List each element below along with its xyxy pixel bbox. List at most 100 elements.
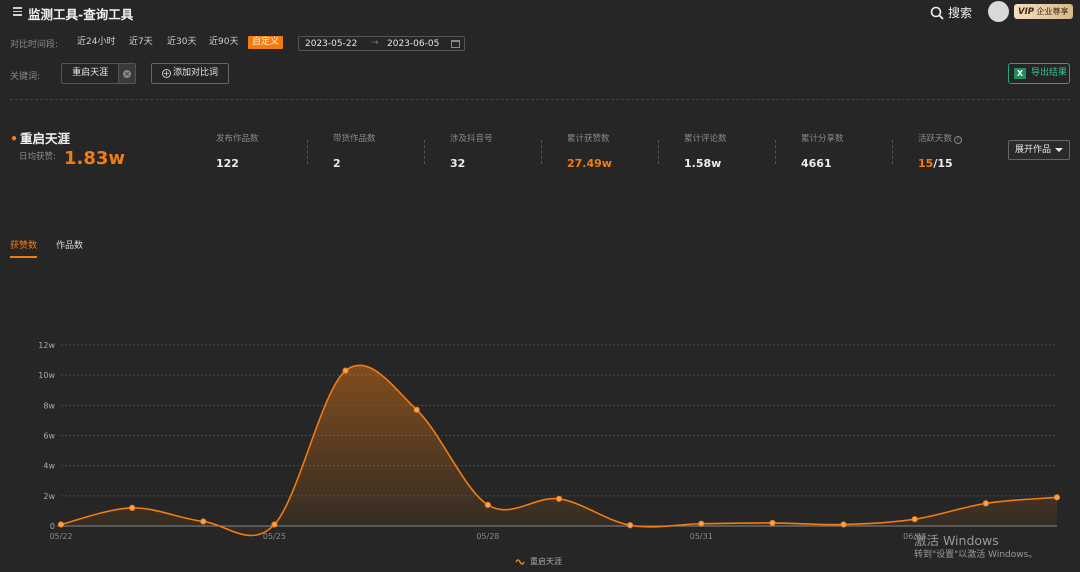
- stat-separator: [424, 140, 425, 164]
- caret-down-icon: [1055, 148, 1063, 152]
- x-tick-label: 05/25: [263, 532, 286, 541]
- stat-total-comments: 累计评论数 1.58w: [684, 132, 727, 170]
- y-tick-label: 8w: [43, 401, 55, 410]
- vip-badge-prefix: VIP: [1018, 7, 1034, 17]
- daily-likes-value: 1.83w: [64, 148, 126, 169]
- data-point: [342, 367, 349, 374]
- data-point: [484, 501, 491, 508]
- data-point: [271, 521, 278, 528]
- stat-label: 涉及抖音号: [450, 134, 493, 144]
- add-compare-label: 添加对比词: [173, 68, 219, 78]
- data-point: [57, 521, 65, 528]
- x-tick-label: 05/22: [49, 532, 72, 541]
- y-tick-label: 0: [50, 522, 55, 531]
- stat-value: 122: [216, 157, 239, 170]
- stat-active-days: 活跃天数? 15/15: [918, 132, 963, 170]
- stat-separator: [892, 140, 893, 164]
- data-point: [129, 504, 136, 511]
- menu-icon[interactable]: [13, 7, 22, 16]
- data-point: [1053, 494, 1061, 501]
- stat-value: 4661: [801, 157, 832, 170]
- stat-separator: [307, 140, 308, 164]
- y-tick-label: 10w: [38, 371, 55, 380]
- y-tick-label: 2w: [43, 492, 55, 501]
- top-bar: 监测工具-查询工具 搜索 VIP 企业尊享: [0, 0, 1080, 26]
- stat-label: 带货作品数: [333, 134, 376, 144]
- likes-trend-chart: 0 2w 4w 6w 8w 10w 12w 05/22 05/25 05/28 05/31 06/03…: [38, 341, 1061, 566]
- stat-label-text: 活跃天数: [918, 134, 953, 144]
- plus-circle-icon: +: [162, 69, 171, 78]
- stat-label: 累计获赞数: [567, 134, 610, 144]
- period-option-24h[interactable]: 近24小时: [77, 37, 116, 47]
- stat-value: 27.49w: [567, 157, 612, 170]
- total-days-value: /15: [933, 157, 953, 170]
- y-tick-label: 6w: [43, 432, 55, 441]
- search-button[interactable]: 搜索: [930, 4, 972, 21]
- period-filter-row: 对比时间段: 近24小时 近7天 近30天 近90天 自定义 2023-05-2…: [0, 36, 1080, 52]
- stat-label: 累计评论数: [684, 134, 727, 144]
- stat-label: 活跃天数?: [918, 132, 963, 144]
- keyword-title: • 重启天涯: [10, 128, 70, 147]
- export-button[interactable]: X 导出结果: [1008, 63, 1070, 84]
- avatar[interactable]: [988, 1, 1009, 22]
- stat-separator: [775, 140, 776, 164]
- active-days-value: 15: [918, 157, 934, 170]
- x-tick-label: 05/31: [690, 532, 713, 541]
- daily-likes-label: 日均获赞:: [19, 152, 56, 162]
- data-point: [413, 406, 420, 413]
- calendar-icon: [451, 40, 460, 48]
- expand-works-button[interactable]: 展开作品: [1008, 140, 1070, 160]
- expand-works-label: 展开作品: [1015, 145, 1052, 155]
- period-label: 对比时间段:: [10, 40, 59, 50]
- keyword-text: 重启天涯: [72, 68, 109, 78]
- stat-value: 2: [333, 157, 341, 170]
- remove-keyword-button[interactable]: ×: [118, 64, 135, 83]
- stat-label: 发布作品数: [216, 134, 259, 144]
- keyword-label: 关键词:: [10, 72, 41, 82]
- stat-total-likes: 累计获赞数 27.49w: [567, 132, 612, 170]
- stat-total-shares: 累计分享数 4661: [801, 132, 844, 170]
- series-line: [60, 364, 1058, 537]
- period-option-custom[interactable]: 自定义: [248, 36, 284, 49]
- data-point: [200, 518, 207, 525]
- data-point: [840, 521, 847, 528]
- period-option-90d[interactable]: 近90天: [209, 37, 239, 47]
- legend-label: 重启天涯: [530, 556, 562, 566]
- excel-icon: X: [1014, 68, 1026, 79]
- date-start: 2023-05-22: [305, 39, 358, 49]
- legend-line-icon: [515, 559, 525, 565]
- windows-watermark-title: 激活 Windows: [914, 533, 999, 548]
- keyword-row: 关键词: 重启天涯 × + 添加对比词 X 导出结果: [0, 63, 1080, 85]
- add-compare-button[interactable]: + 添加对比词: [151, 63, 229, 84]
- date-range-arrow: →: [371, 38, 379, 48]
- help-icon[interactable]: ?: [954, 136, 963, 144]
- search-icon: [930, 6, 944, 20]
- data-point: [627, 522, 634, 529]
- tab-likes[interactable]: 获赞数: [10, 238, 38, 258]
- y-tick-label: 4w: [43, 462, 55, 471]
- page-title: 监测工具-查询工具: [28, 7, 134, 22]
- stat-works: 发布作品数 122: [216, 132, 259, 170]
- stat-label: 累计分享数: [801, 134, 844, 144]
- divider: [10, 99, 1070, 100]
- data-point: [911, 516, 918, 523]
- period-option-7d[interactable]: 近7天: [129, 37, 153, 47]
- series-area: [61, 365, 1057, 536]
- vip-badge[interactable]: VIP 企业尊享: [1014, 4, 1073, 19]
- tab-works[interactable]: 作品数: [56, 241, 84, 251]
- export-label: 导出结果: [1031, 68, 1068, 78]
- data-point: [982, 500, 989, 507]
- y-tick-label: 12w: [38, 341, 55, 350]
- date-end: 2023-06-05: [387, 39, 440, 49]
- stat-separator: [658, 140, 659, 164]
- keyword-summary: • 重启天涯 日均获赞: 1.83w 发布作品数 122 带货作品数 2 涉及抖音…: [0, 124, 1080, 174]
- period-option-30d[interactable]: 近30天: [167, 37, 197, 47]
- stat-value: 32: [450, 157, 466, 170]
- windows-watermark-subtitle: 转到"设置"以激活 Windows。: [914, 550, 1038, 560]
- stat-value: 1.58w: [684, 157, 722, 170]
- date-range-picker[interactable]: 2023-05-22 → 2023-06-05: [298, 36, 465, 51]
- data-point: [698, 520, 705, 527]
- stat-commerce-works: 带货作品数 2: [333, 132, 376, 170]
- keyword-chip[interactable]: 重启天涯 ×: [61, 63, 136, 84]
- x-tick-label: 05/28: [476, 532, 499, 541]
